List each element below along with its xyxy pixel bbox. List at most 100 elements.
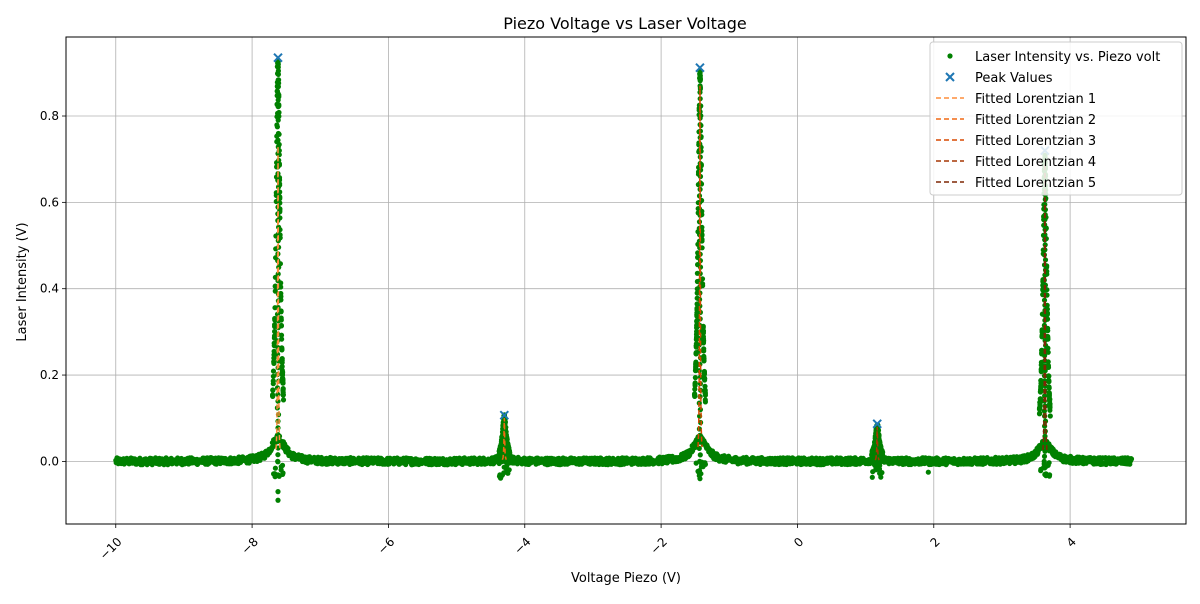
x-tick-label: 2 xyxy=(927,535,942,550)
peak-marker xyxy=(273,53,283,63)
scatter-point xyxy=(870,469,876,475)
legend-label: Fitted Lorentzian 3 xyxy=(975,134,1096,149)
scatter-point xyxy=(700,334,707,340)
scatter-point xyxy=(1042,272,1048,278)
legend-label: Laser Intensity vs. Piezo volt xyxy=(975,50,1160,65)
scatter-point xyxy=(697,458,703,464)
scatter-point xyxy=(879,449,886,455)
legend-entry: Fitted Lorentzian 4 xyxy=(936,155,1096,170)
x-tick-label: 0 xyxy=(791,535,806,550)
scatter-point xyxy=(280,397,287,403)
legend-marker-dot xyxy=(947,53,953,59)
scatter-point xyxy=(1042,201,1048,208)
scatter-point xyxy=(1036,411,1043,417)
y-tick-label: 0.0 xyxy=(40,454,59,468)
legend-label: Fitted Lorentzian 2 xyxy=(975,113,1096,128)
scatter-point xyxy=(275,77,281,83)
scatter-point xyxy=(275,271,281,277)
scatter-point xyxy=(278,308,284,314)
scatter-point xyxy=(1128,456,1135,462)
scatter-point xyxy=(1037,389,1044,395)
scatter-point xyxy=(1042,353,1048,359)
scatter-point xyxy=(692,375,699,381)
fit-line-4 xyxy=(874,426,880,461)
y-tick-label: 0.2 xyxy=(40,368,59,382)
fit-line-1 xyxy=(275,146,281,450)
scatter-point xyxy=(272,315,278,322)
scatter-point xyxy=(701,370,708,376)
scatter-point xyxy=(280,369,286,375)
legend-entry: Peak Values xyxy=(945,71,1053,86)
scatter-point xyxy=(496,454,502,460)
scatter-point xyxy=(1047,413,1053,419)
scatter-point xyxy=(876,466,883,472)
scatter-point xyxy=(1046,385,1052,391)
x-tick-label: 4 xyxy=(1064,535,1079,550)
scatter-point xyxy=(692,386,698,392)
scatter-point xyxy=(1037,399,1043,405)
scatter-point xyxy=(270,381,276,387)
legend-marker-x xyxy=(945,72,955,82)
scatter-point xyxy=(271,359,277,365)
scatter-point xyxy=(275,452,281,458)
fit-line-2 xyxy=(501,418,507,461)
x-tick-label: −10 xyxy=(97,535,125,563)
scatter-point xyxy=(271,355,277,361)
scatter-point xyxy=(1038,468,1044,474)
scatter-point xyxy=(698,471,704,477)
scatter-point xyxy=(279,462,286,468)
scatter-point xyxy=(1041,464,1047,470)
scatter-point xyxy=(1046,392,1052,398)
scatter-point xyxy=(697,135,703,141)
scatter-point xyxy=(271,471,277,477)
scatter-point xyxy=(275,191,281,197)
scatter-point xyxy=(270,387,276,393)
scatter-point xyxy=(280,471,286,477)
scatter-point xyxy=(692,391,698,397)
scatter-point xyxy=(270,368,277,374)
scatter-point xyxy=(275,398,281,404)
peak-marker xyxy=(872,419,882,429)
scatter-point xyxy=(275,458,281,464)
scatter-point xyxy=(1047,397,1053,403)
axes-frame xyxy=(65,36,1187,525)
x-axis-label: Voltage Piezo (V) xyxy=(571,571,681,586)
scatter-point xyxy=(1042,232,1048,238)
scatter-point xyxy=(272,322,278,328)
scatter-point xyxy=(275,90,281,96)
legend-entry: Fitted Lorentzian 3 xyxy=(936,134,1096,149)
fit-line-3 xyxy=(697,85,703,448)
scatter-point xyxy=(275,151,281,157)
scatter-point xyxy=(878,474,884,480)
scatter-point xyxy=(270,373,276,379)
legend-label: Peak Values xyxy=(975,71,1053,86)
peak-marker xyxy=(499,410,510,420)
scatter-point xyxy=(275,104,281,110)
scatter-point xyxy=(692,381,698,387)
scatter-point xyxy=(272,465,278,471)
scatter-point xyxy=(1042,217,1048,223)
scatter-point xyxy=(275,144,281,150)
scatter-point xyxy=(275,117,281,123)
x-tick-label: −4 xyxy=(511,535,533,557)
legend-entry: Fitted Lorentzian 2 xyxy=(936,113,1096,128)
scatter-point xyxy=(275,70,281,76)
scatter-point xyxy=(697,76,703,82)
scatter-point xyxy=(925,469,931,475)
scatter-point xyxy=(701,376,708,382)
scatter-point xyxy=(693,331,700,337)
scatter-point xyxy=(275,497,281,503)
scatter-point xyxy=(1038,366,1044,372)
peak-marker xyxy=(695,62,705,73)
scatter-point xyxy=(693,363,699,369)
scatter-point xyxy=(1038,383,1044,389)
legend-box xyxy=(929,41,1183,196)
y-axis: 0.0 0.2 0.4 0.6 0.8 xyxy=(40,109,66,468)
scatter-point xyxy=(275,110,281,116)
x-tick-label: −6 xyxy=(375,535,397,557)
scatter-point xyxy=(280,392,286,398)
y-tick-label: 0.4 xyxy=(40,282,59,296)
legend-label: Fitted Lorentzian 1 xyxy=(975,92,1096,107)
scatter-point xyxy=(1042,471,1048,477)
